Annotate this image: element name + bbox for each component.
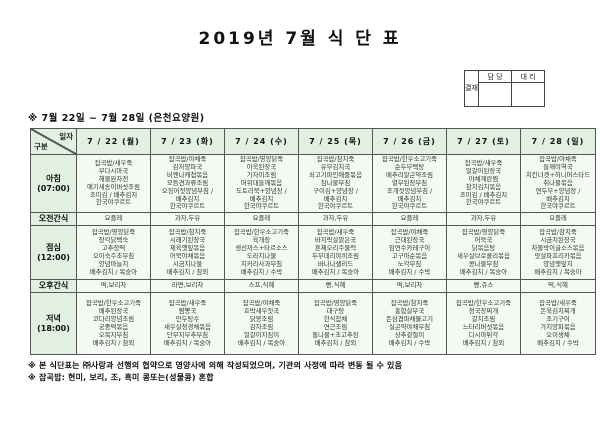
menu-cell: 잡곡밥/영양닭죽 아욱된장국 가자미조림 머위대들깨볶음 도토리묵+양념장 / 배추김치 한… xyxy=(224,153,299,214)
row-label-afternoon-snack: 오후간식 xyxy=(30,279,77,294)
header-row: 일자 구분 7 / 22 (월) 7 / 23 (화) 7 / 24 (수) 7 / … xyxy=(30,128,596,155)
menu-cell: 과자,두유 xyxy=(150,212,225,227)
approval-col-damdang: 담 당 xyxy=(478,70,512,83)
menu-cell: 잡곡밥/새우죽 얼갈이된장국 야채계란찜 참치김치볶음 조미김 / 배추김치 한국야쿠르트 xyxy=(446,153,521,214)
menu-cell: 과자,두유 xyxy=(298,212,373,227)
row-label-lunch: 점심 (12:00) xyxy=(30,225,77,281)
corner-label-category: 구분 xyxy=(34,142,48,151)
day-header: 7 / 27 (토) xyxy=(446,128,521,155)
menu-cell: 잡곡밥/새우죽 짬뽕국 만두탕수 새우살청경채볶음 단무지부추무침 배추김치 / 복숭아 xyxy=(150,292,225,356)
note-grains: ※ 잡곡밥: 현미, 보리, 조, 흑미 콩또는(성물콩) 혼합 xyxy=(28,373,214,382)
day-header: 7 / 22 (월) xyxy=(76,128,151,155)
menu-row-lunch: 점심 (12:00) 잡곡밥/영양닭죽 장각닭백숙 고추장떡 오이숙주초무침 양념마늘지 배추… xyxy=(30,225,596,281)
note-provider: ※ 본 식단표는 ㈜사랑과 선행의 협약으로 영양사에 의해 작성되었으며, 기… xyxy=(28,361,403,370)
approval-box: 결재 담 당 대 리 xyxy=(464,70,545,107)
menu-cell: 떡,보리차 xyxy=(372,279,447,294)
approval-sign-cell-1 xyxy=(478,82,512,107)
menu-row-morning-snack: 오전간식 요플레 과자,두유 요플레 과자,두유 요플레 과자,두유 요플레 xyxy=(30,212,596,227)
menu-cell: 요플레 xyxy=(224,212,299,227)
menu-cell: 라면,보리차 xyxy=(150,279,225,294)
menu-cell: 잡곡밥/새우죽 바지락살맑은국 훈제오리주물럭 두부데리야끼조림 바나나샐러드 배추김치 … xyxy=(298,225,373,281)
approval-col-daeri: 대 리 xyxy=(511,70,545,83)
corner-cell: 일자 구분 xyxy=(30,128,77,155)
menu-cell: 잡곡밥/참치죽 유부김치국 쇠고기파인애플볶음 참나물무침 구이김+양념장 / 배추김치 한… xyxy=(298,153,373,214)
menu-cell: 빵,식혜 xyxy=(298,279,373,294)
week-range-subtitle: ※ 7월 22일 ~ 7월 28일 (은천요양원) xyxy=(28,113,205,124)
menu-cell: 잡곡밥/참치죽 시금치된장국 차돌박이굴소스볶음 맛살파프리카볶음 양념깻잎지 배추김치 … xyxy=(520,225,596,281)
menu-body: 아침 (07:00) 잡곡밥/새우죽 무다시마국 해물완자전 애기새송이버섯조림 조미김 /… xyxy=(30,153,596,356)
menu-cell: 요플레 xyxy=(520,212,596,227)
menu-cell: 잡곡밥/참치죽 시래기된장국 제육깻잎볶음 어묵야채볶음 시금치나물 배추김치 / 참외 xyxy=(150,225,225,281)
approval-sign-cell-2 xyxy=(511,82,545,107)
menu-row-afternoon-snack: 오후간식 떡,보리차 라면,보리차 스프,식혜 빵,식혜 떡,보리차 빵,쥬스 떡,식혜 xyxy=(30,279,596,294)
menu-row-dinner: 저녁 (18:00) 잡곡밥/한우소고기죽 배추된장국 코다리양념조림 궁중떡볶음 오복지무… xyxy=(30,292,596,356)
menu-row-breakfast: 아침 (07:00) 잡곡밥/새우죽 무다시마국 해물완자전 애기새송이버섯조림 조미김 /… xyxy=(30,153,596,214)
menu-cell: 잡곡밥/야채죽 근대된장국 임연수카레구이 고구마순볶음 노각무침 배추김치 / 수박 xyxy=(372,225,447,281)
menu-cell: 빵,쥬스 xyxy=(446,279,521,294)
menu-cell: 떡,보리차 xyxy=(76,279,151,294)
day-header: 7 / 26 (금) xyxy=(372,128,447,155)
row-label-dinner: 저녁 (18:00) xyxy=(30,292,77,356)
menu-cell: 잡곡밥/영양닭죽 장각닭백숙 고추장떡 오이숙주초무침 양념마늘지 배추김치 / 복숭아 xyxy=(76,225,151,281)
menu-cell: 잡곡밥/새우죽 무다시마국 해물완자전 애기새송이버섯조림 조미김 / 배추김치 한국야쿠… xyxy=(76,153,151,214)
day-header: 7 / 28 (일) xyxy=(520,128,596,155)
row-label-morning-snack: 오전간식 xyxy=(30,212,77,227)
menu-cell: 잡곡밥/야채죽 감자양파국 비엔나케첩볶음 모듬견과류조림 오징어젓양념무침 / 배추김치… xyxy=(150,153,225,214)
menu-cell: 잡곡밥/한우소고기죽 배추된장국 코다리양념조림 궁중떡볶음 오복지무침 배추김치 / 참… xyxy=(76,292,151,356)
menu-cell: 스프,식혜 xyxy=(224,279,299,294)
menu-table: 일자 구분 7 / 22 (월) 7 / 23 (화) 7 / 24 (수) 7 / … xyxy=(30,128,596,356)
menu-cell: 과자,두유 xyxy=(446,212,521,227)
day-header: 7 / 25 (목) xyxy=(298,128,373,155)
menu-cell: 잡곡밥/새우죽 돈육김치찌개 조기구이 가지양파볶음 오이생채 배추김치 / 수박 xyxy=(520,292,596,356)
menu-cell: 잡곡밥/한우소고기죽 순두부백탕 메추리알곤약조림 열무된장무침 조개젓양념무침 / 배추… xyxy=(372,153,447,214)
menu-cell: 잡곡밥/한우소고기죽 청국장찌개 갈치조림 느타리버섯볶음 다시마튀각 배추김치 / 참외 xyxy=(446,292,521,356)
approval-stamp-label: 결재 xyxy=(464,70,479,107)
menu-cell: 잡곡밥/참치죽 홍합살무국 돈삼겹파채불고기 실곤약야채무침 상추겉절이 배추김치 / 수… xyxy=(372,292,447,356)
menu-cell: 잡곡밥/야채죽 들깨미역국 치킨너겟+허니머스타드 취나물볶음 연두부+양념장 / 배추김… xyxy=(520,153,596,214)
corner-diagonal-line xyxy=(31,129,76,154)
menu-cell: 잡곡밥/야채죽 호박새우젓국 닭봉조림 감자조림 얼갈이지짐이 배추김치 / 복숭아 xyxy=(224,292,299,356)
corner-label-date: 일자 xyxy=(59,132,73,141)
menu-cell: 잡곡밥/영양닭죽 대구탕 한식잡채 연근조림 돌나물+초고추장 배추김치 / 참외 xyxy=(298,292,373,356)
page-title: 2019년 7월 식 단 표 xyxy=(198,29,402,49)
row-label-breakfast: 아침 (07:00) xyxy=(30,153,77,214)
day-header: 7 / 23 (화) xyxy=(150,128,225,155)
approval-stamp-text: 결재 xyxy=(465,84,478,92)
menu-cell: 잡곡밥/한우소고기죽 육개장 생선까스+타르소스 도라지나물 치커리사과무침 배추김치 /… xyxy=(224,225,299,281)
menu-cell: 떡,식혜 xyxy=(520,279,596,294)
menu-cell: 요플레 xyxy=(372,212,447,227)
day-header: 7 / 24 (수) xyxy=(224,128,299,155)
menu-cell: 요플레 xyxy=(76,212,151,227)
footer-notes: ※ 본 식단표는 ㈜사랑과 선행의 협약으로 영양사에 의해 작성되었으며, 기… xyxy=(28,360,588,384)
menu-cell: 잡곡밥/영양닭죽 어묵국 닭볶음탕 새우살브로콜리볶음 콩나물무침 배추김치 / 복숭아 xyxy=(446,225,521,281)
